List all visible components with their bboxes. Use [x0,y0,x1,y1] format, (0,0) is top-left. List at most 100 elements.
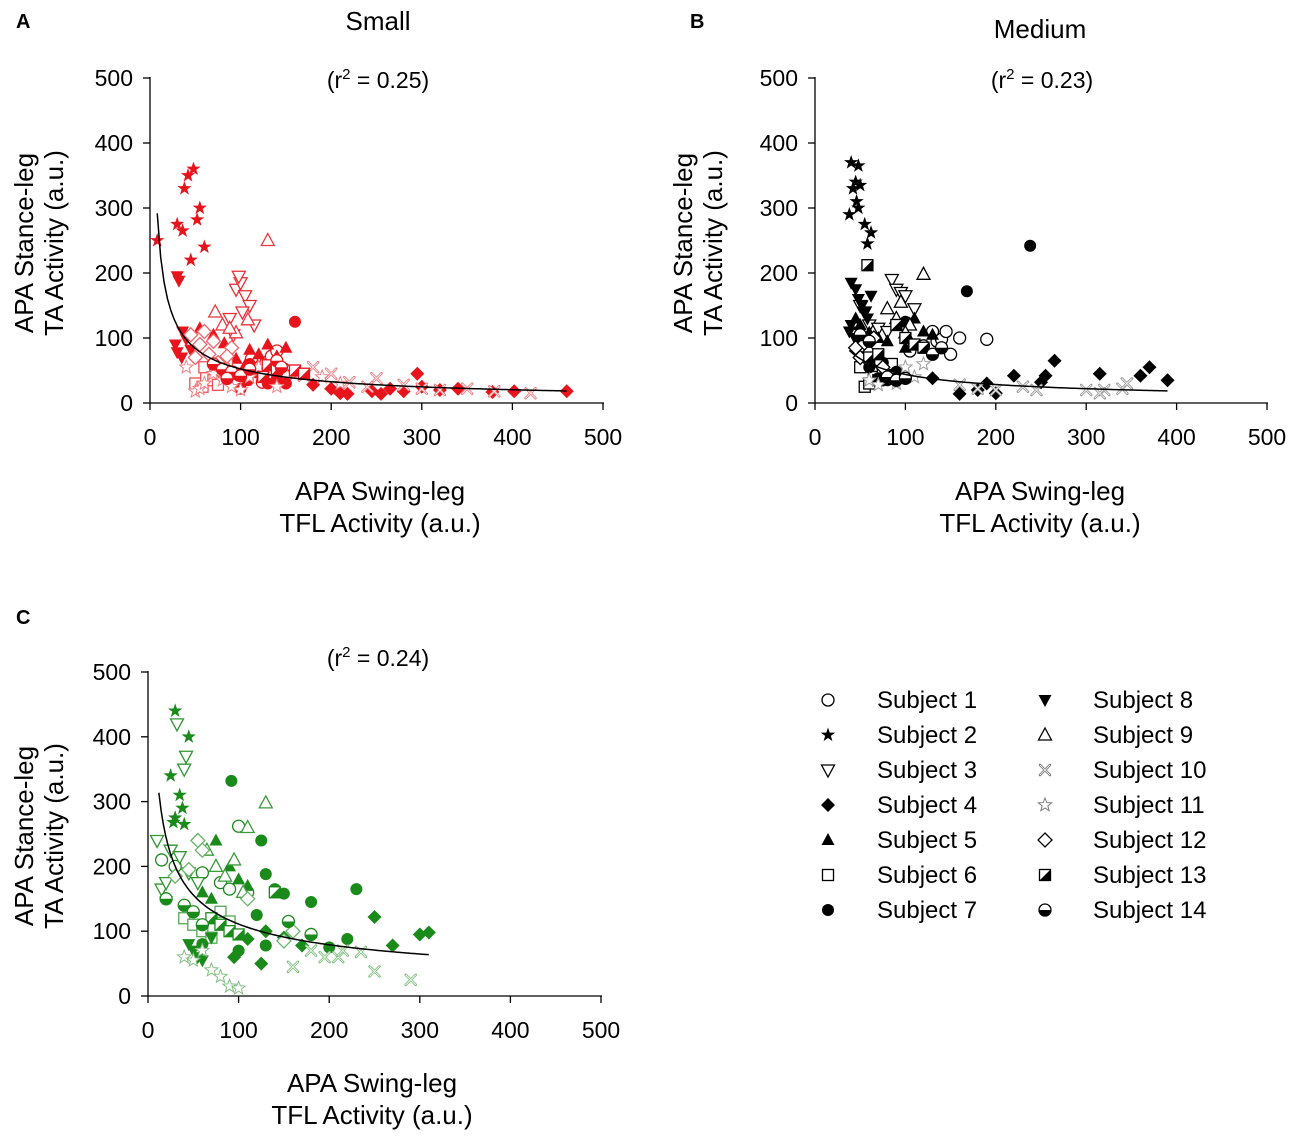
legend-marker-star-open-icon [1037,796,1053,812]
x-tick-label-a: 500 [584,424,622,450]
panel-a: A Small (r2 = 0.25) APA Swing-leg TFL Ac… [9,6,622,538]
x-tick-label-c: 300 [401,1017,439,1043]
legend-label: Subject 2 [877,722,977,749]
data-point-c-subject-3 [158,876,174,891]
legend-item-subject-3: Subject 3 [820,757,977,784]
y-axis-label-c-line2: TA Activity (a.u.) [39,743,69,929]
data-point-c-subject-9 [240,819,256,834]
y-axis-label-a-line1: APA Stance-leg [9,153,39,333]
data-point-c-subject-9 [208,858,224,873]
legend-item-subject-2: Subject 2 [820,722,977,749]
x-tick-label-b: 0 [809,424,822,450]
data-point-b-subject-2 [851,200,866,215]
data-point-b-subject-1 [952,331,967,345]
data-point-a-subject-10 [343,375,356,389]
data-point-a-subject-12 [219,348,235,365]
plot-area-c: 0 100 200 300 400 500 0 100 200 300 400 500 [93,659,621,1043]
data-point-c-subject-9 [258,794,274,809]
y-tick-label-b: 100 [760,325,798,351]
data-point-a-subject-10 [415,382,429,395]
data-point-c-subject-13 [205,912,218,925]
data-point-a-subject-2 [177,181,192,195]
data-point-b-subject-4 [1047,353,1062,368]
data-point-b-subject-2 [863,225,879,239]
data-point-a-subject-12 [187,349,204,366]
data-point-b-subject-2 [853,177,868,192]
x-tick-label-a: 200 [312,424,350,450]
y-tick-label-a: 0 [120,390,133,416]
data-point-c-subject-8 [204,932,218,945]
data-point-b-subject-9 [915,265,932,280]
data-point-a-subject-10 [397,378,410,392]
legend-marker-triangle-down-open-icon [820,764,836,779]
data-point-b-subject-13 [899,331,912,345]
data-point-c-subject-11 [203,961,220,977]
data-point-b-subject-2 [844,155,859,169]
data-point-a-subject-5 [279,340,293,353]
data-point-a-subject-2 [192,200,207,215]
data-point-b-subject-11 [861,371,878,388]
data-point-b-subject-13 [917,341,930,354]
data-point-c-subject-12 [194,842,211,859]
x-tick-label-c: 200 [310,1017,348,1043]
data-point-b-subject-1 [939,324,953,339]
data-point-a-subject-4 [559,384,574,399]
data-point-b-subject-4 [1092,366,1107,381]
data-point-c-subject-10 [404,973,418,987]
data-point-b-subject-7 [1024,239,1037,252]
panel-c: C (r2 = 0.24) APA Swing-leg TFL Activity… [9,607,620,1130]
y-tick-label-c: 0 [118,983,131,1009]
data-point-b-subject-9 [879,300,895,315]
data-point-c-subject-2 [168,810,183,824]
legend-item-subject-11: Subject 11 [1037,792,1205,819]
data-point-b-subject-4 [1160,373,1175,388]
data-point-a-subject-8 [168,339,182,352]
data-point-a-subject-5 [252,347,266,360]
data-point-c-subject-2 [172,787,187,802]
data-point-c-subject-7 [341,932,354,945]
y-tick-label-a: 200 [95,260,133,286]
legend-marker-x-cross-icon [1038,763,1052,777]
data-point-a-subject-4 [374,386,389,401]
data-point-c-subject-2 [163,768,178,782]
data-point-c-subject-2 [175,800,190,815]
data-point-b-subject-5 [880,334,894,347]
y-tick-label-b: 200 [760,260,798,286]
y-tick-label-a: 300 [95,195,133,221]
legend-label: Subject 6 [877,862,977,889]
x-tick-label-c: 0 [142,1017,155,1043]
data-point-a-subject-2 [183,252,198,267]
legend-marker-square-open-icon [821,868,835,882]
x-tick-label-c: 500 [582,1017,620,1043]
data-point-c-subject-9 [226,851,242,866]
data-point-b-subject-2 [845,181,861,195]
data-point-b-subject-7 [960,285,973,298]
data-point-c-subject-5 [204,891,218,904]
data-point-c-subject-4 [412,927,427,942]
data-point-c-subject-11 [212,968,229,984]
data-point-c-subject-4 [254,956,269,971]
data-point-a-subject-11 [196,375,213,391]
data-point-c-subject-2 [181,729,196,743]
y-tick-label-c: 500 [93,659,131,685]
data-point-a-subject-2 [150,233,165,247]
data-point-a-subject-5 [261,337,275,350]
panel-b: B Medium (r2 = 0.23) APA Swing-leg TFL A… [668,11,1286,538]
data-point-c-subject-3 [176,763,192,778]
data-point-b-subject-11 [897,358,914,375]
plot-area-b: 0 100 200 300 400 500 0 100 200 300 400 500 [760,65,1287,450]
data-point-a-subject-12 [196,323,213,340]
data-point-a-subject-14 [243,362,257,376]
data-point-c-subject-4 [385,938,400,953]
data-point-c-subject-10 [304,944,318,957]
data-point-c-subject-10 [318,950,331,964]
data-point-a-subject-4 [340,386,355,401]
data-point-a-subject-10 [487,385,501,398]
data-point-b-subject-10 [989,383,1003,397]
data-point-c-subject-13 [214,918,227,931]
data-point-a-subject-9 [260,232,276,247]
panel-title-b: Medium [994,14,1086,44]
legend-marker-circle-open-icon [821,693,835,707]
data-point-a-subject-8 [172,275,186,288]
legend-marker-circle-filled-icon [822,904,834,916]
